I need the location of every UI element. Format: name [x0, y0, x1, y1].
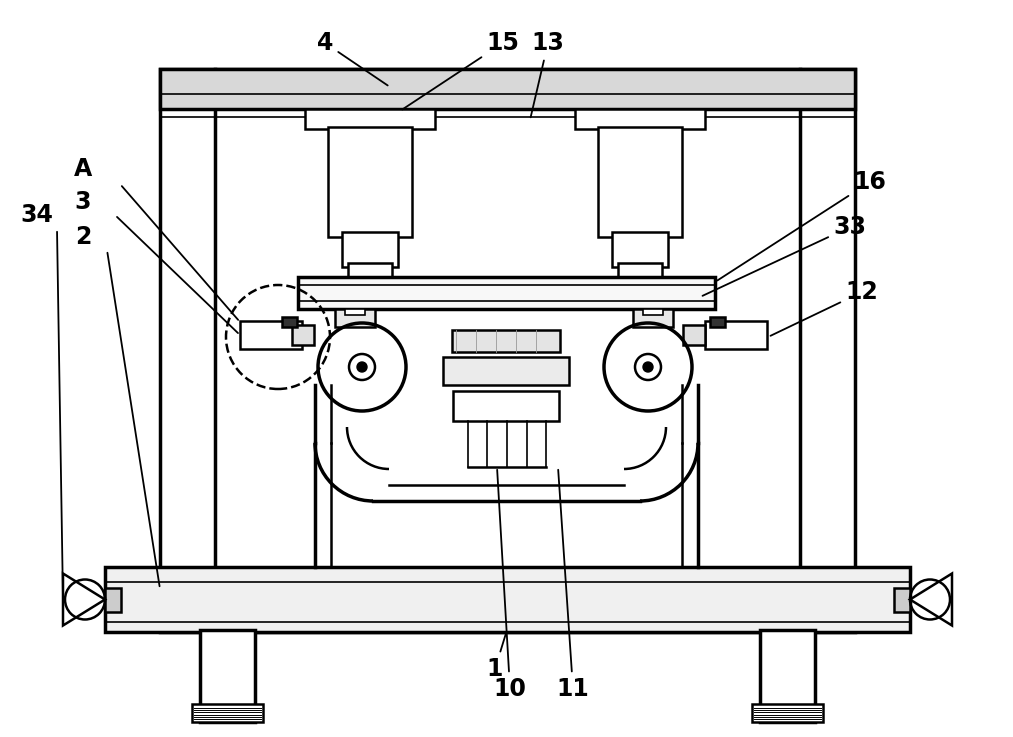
Text: 3: 3	[75, 190, 91, 214]
Text: A: A	[74, 157, 92, 181]
Bar	[643, 309, 663, 315]
Bar	[240, 321, 302, 349]
Circle shape	[643, 362, 653, 372]
Bar	[305, 109, 435, 129]
Text: 12: 12	[771, 280, 878, 336]
Bar	[345, 309, 365, 315]
Bar	[760, 630, 815, 722]
Bar	[443, 357, 569, 385]
Text: 10: 10	[493, 469, 527, 701]
Text: 13: 13	[531, 31, 564, 117]
Bar	[292, 325, 314, 345]
Bar	[282, 317, 297, 327]
Bar	[598, 127, 682, 237]
Bar	[335, 309, 375, 327]
Bar	[192, 704, 263, 722]
Text: 1: 1	[487, 632, 506, 681]
Bar	[298, 277, 715, 309]
Text: 16: 16	[717, 170, 886, 281]
Bar	[342, 232, 398, 267]
Text: 2: 2	[75, 225, 91, 249]
Bar	[575, 109, 705, 129]
Bar	[200, 630, 255, 722]
Bar	[612, 232, 668, 267]
Text: 11: 11	[556, 469, 590, 701]
Bar	[105, 567, 910, 632]
Circle shape	[357, 362, 367, 372]
Bar	[160, 69, 855, 109]
Text: 15: 15	[402, 31, 520, 110]
Bar	[683, 325, 705, 345]
Bar	[633, 309, 673, 327]
Bar	[894, 587, 910, 612]
Bar	[710, 317, 725, 327]
Bar	[328, 127, 412, 237]
Bar	[160, 69, 855, 632]
Bar	[452, 330, 560, 352]
Bar	[705, 321, 767, 349]
Bar	[618, 263, 663, 279]
Bar	[453, 391, 559, 421]
Bar	[348, 263, 392, 279]
Text: 4: 4	[317, 31, 388, 85]
Text: 33: 33	[703, 215, 866, 296]
Text: 34: 34	[20, 203, 54, 227]
Bar	[752, 704, 823, 722]
Bar	[105, 587, 121, 612]
